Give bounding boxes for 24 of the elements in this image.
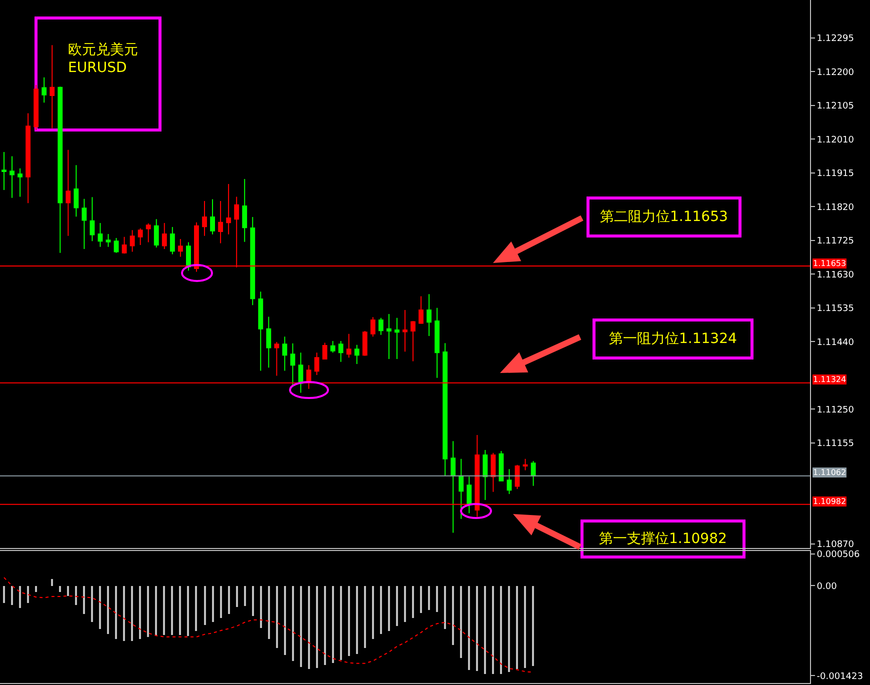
- annotation: 第一支撑位1.10982: [599, 531, 727, 547]
- y-tick-label: 1.12200: [816, 68, 854, 78]
- y-tick-label: -0.001423: [816, 672, 864, 682]
- y-tick-label: 1.11915: [816, 169, 854, 180]
- y-tick-label: 1.11535: [816, 304, 854, 314]
- ref-line-label: 1.11324: [813, 375, 846, 384]
- ref-line-label: 1.10982: [813, 497, 846, 506]
- y-tick-label: 1.11820: [816, 202, 854, 213]
- annotation: 欧元兑美元 EURUSD: [68, 42, 138, 76]
- y-tick-label: 1.11250: [816, 405, 854, 416]
- ref-line-label: 1.11062: [813, 468, 846, 477]
- y-tick-label: 1.11440: [816, 338, 854, 348]
- ref-line-label: 1.11653: [813, 259, 846, 268]
- annotation: 第二阻力位1.11653: [600, 209, 728, 225]
- y-tick-label: 1.11725: [816, 236, 854, 247]
- y-tick-label: 0.000506: [816, 550, 860, 560]
- y-tick-label: 1.11630: [816, 270, 854, 280]
- y-tick-label: 1.11155: [816, 439, 854, 450]
- y-tick-label: 1.10870: [816, 540, 854, 550]
- annotation: 第一阻力位1.11324: [609, 331, 737, 347]
- y-tick-label: 1.12295: [816, 34, 854, 44]
- y-tick-label: 1.12105: [816, 102, 854, 112]
- y-tick-label: 1.12010: [816, 135, 854, 146]
- y-tick-label: 0.00: [816, 582, 838, 592]
